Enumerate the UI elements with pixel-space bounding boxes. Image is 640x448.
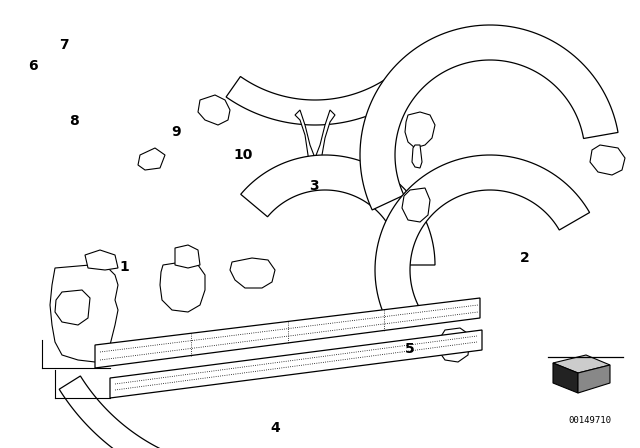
Polygon shape	[241, 155, 435, 265]
Polygon shape	[590, 145, 625, 175]
Polygon shape	[402, 188, 430, 222]
Polygon shape	[360, 25, 618, 210]
Polygon shape	[198, 95, 230, 125]
Polygon shape	[175, 245, 200, 268]
Text: 9: 9	[171, 125, 181, 139]
Polygon shape	[375, 155, 589, 327]
Polygon shape	[553, 363, 578, 393]
Polygon shape	[50, 265, 118, 362]
Polygon shape	[295, 110, 335, 178]
Text: 7: 7	[59, 38, 69, 52]
Polygon shape	[438, 328, 470, 362]
Text: 6: 6	[28, 59, 38, 73]
Text: 4: 4	[270, 421, 280, 435]
Text: 8: 8	[68, 114, 79, 128]
Polygon shape	[95, 298, 480, 368]
Text: 3: 3	[308, 179, 319, 193]
Polygon shape	[55, 290, 90, 325]
Polygon shape	[578, 365, 610, 393]
Text: 1: 1	[120, 259, 130, 274]
Polygon shape	[412, 145, 422, 168]
Text: 00149710: 00149710	[568, 415, 611, 425]
Polygon shape	[226, 77, 404, 125]
Polygon shape	[160, 262, 205, 312]
Text: 2: 2	[520, 250, 530, 265]
Polygon shape	[405, 112, 435, 148]
Polygon shape	[85, 250, 118, 270]
Polygon shape	[59, 376, 198, 448]
Polygon shape	[138, 148, 165, 170]
Text: 10: 10	[234, 147, 253, 162]
Polygon shape	[230, 258, 275, 288]
Polygon shape	[553, 355, 610, 373]
Text: 5: 5	[404, 342, 415, 357]
Polygon shape	[110, 330, 482, 398]
